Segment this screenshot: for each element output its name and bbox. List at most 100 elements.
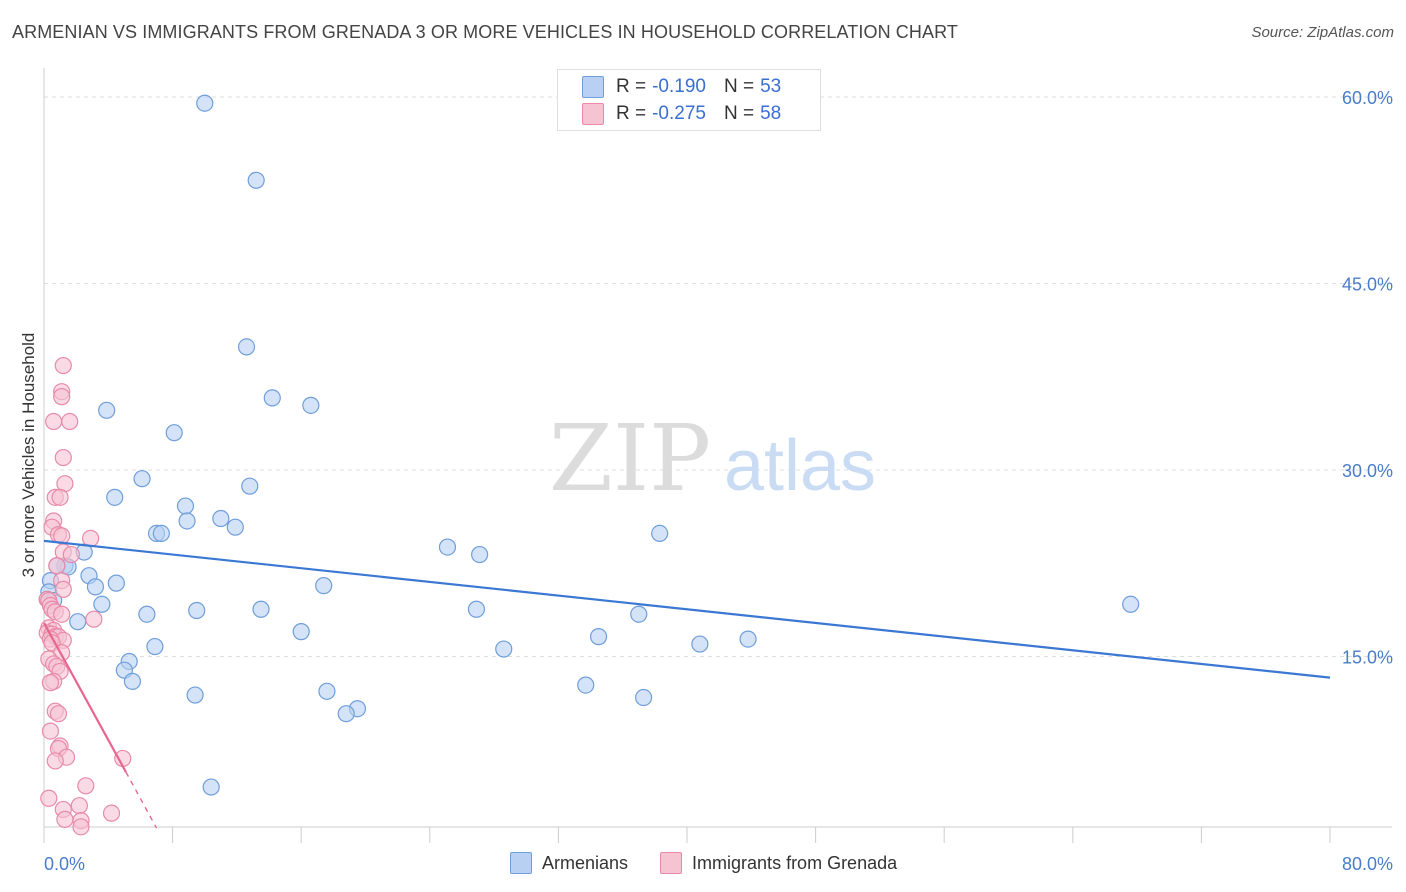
data-point bbox=[1122, 595, 1140, 613]
gridlines bbox=[44, 96, 1392, 657]
y-tick-label: 15.0% bbox=[1342, 648, 1393, 668]
data-point bbox=[302, 396, 320, 414]
data-point bbox=[85, 610, 103, 628]
data-point bbox=[56, 810, 74, 828]
x-tick-label: 0.0% bbox=[44, 854, 85, 874]
x-tick-label: 80.0% bbox=[1342, 854, 1393, 874]
data-point bbox=[133, 470, 151, 488]
data-point bbox=[102, 804, 121, 822]
data-point bbox=[54, 580, 72, 598]
y-tick-label: 45.0% bbox=[1342, 275, 1393, 295]
armenians-points bbox=[38, 94, 1140, 796]
legend-n-value: 58 bbox=[760, 103, 782, 124]
data-point bbox=[54, 448, 72, 467]
legend-r-value: -0.275 bbox=[652, 103, 706, 124]
data-point bbox=[138, 605, 156, 623]
data-point bbox=[467, 600, 486, 618]
legend-r-label: R = bbox=[616, 103, 647, 124]
data-point bbox=[106, 488, 124, 506]
grenada-points bbox=[38, 356, 132, 836]
data-point bbox=[62, 545, 80, 564]
data-point bbox=[196, 94, 214, 112]
grenada-trend-extension bbox=[125, 771, 158, 829]
data-point bbox=[691, 635, 709, 653]
legend-n-value: 53 bbox=[760, 76, 782, 97]
pink-swatch bbox=[660, 852, 683, 874]
data-point bbox=[70, 797, 88, 815]
source-label: Source: ZipAtlas.com bbox=[1251, 24, 1394, 41]
data-point bbox=[77, 777, 95, 795]
legend-n-label: N = bbox=[723, 103, 755, 124]
y-axis-title: 3 or more Vehicles in Household bbox=[19, 333, 38, 578]
data-point bbox=[72, 818, 90, 836]
armenians-trend-line bbox=[43, 539, 1331, 679]
data-point bbox=[152, 524, 170, 543]
data-point bbox=[51, 488, 69, 506]
grenada-trend-line bbox=[43, 622, 127, 773]
data-point bbox=[247, 171, 265, 189]
y-tick-label: 60.0% bbox=[1342, 88, 1393, 108]
data-point bbox=[630, 605, 648, 623]
data-point bbox=[212, 509, 230, 528]
data-point bbox=[651, 524, 669, 543]
data-point bbox=[49, 705, 68, 723]
data-point bbox=[46, 752, 64, 770]
y-tick-label: 30.0% bbox=[1342, 461, 1393, 481]
data-point bbox=[165, 424, 183, 442]
axes bbox=[43, 68, 1392, 843]
data-point bbox=[61, 412, 79, 431]
chart-title: ARMENIAN VS IMMIGRANTS FROM GRENADA 3 OR… bbox=[12, 22, 958, 42]
series-legend: Armenians Immigrants from Grenada bbox=[510, 852, 929, 874]
data-point bbox=[318, 682, 336, 700]
legend-label-armenians: Armenians bbox=[542, 852, 629, 873]
data-point bbox=[41, 674, 60, 692]
data-point bbox=[315, 577, 333, 595]
correlation-legend: R = -0.190 N = 53 R = -0.275 N = 58 bbox=[557, 69, 821, 131]
data-point bbox=[252, 600, 270, 618]
data-point bbox=[292, 623, 310, 641]
data-point bbox=[438, 538, 457, 556]
data-point bbox=[589, 628, 608, 646]
data-point bbox=[739, 630, 757, 648]
blue-swatch bbox=[582, 76, 604, 98]
data-point bbox=[237, 338, 256, 356]
data-point bbox=[178, 512, 196, 530]
data-point bbox=[93, 595, 111, 613]
data-point bbox=[69, 613, 87, 631]
data-point bbox=[188, 601, 206, 620]
legend-row-grenada: R = -0.275 N = 58 bbox=[582, 102, 781, 126]
legend-r-label: R = bbox=[616, 76, 647, 97]
axis-labels: 15.0% 30.0% 45.0% 60.0% 0.0% 80.0% bbox=[44, 88, 1393, 874]
legend-item-grenada: Immigrants from Grenada bbox=[660, 852, 897, 874]
watermark-atlas: atlas bbox=[724, 426, 876, 506]
data-point bbox=[471, 545, 489, 564]
data-point bbox=[202, 778, 220, 796]
data-point bbox=[86, 578, 105, 596]
data-point bbox=[54, 356, 72, 375]
data-point bbox=[226, 518, 244, 536]
data-point bbox=[263, 389, 281, 407]
data-point bbox=[146, 637, 164, 656]
pink-swatch bbox=[582, 103, 604, 125]
data-point bbox=[495, 640, 513, 658]
data-point bbox=[40, 789, 58, 807]
watermark: ZIP atlas bbox=[549, 405, 876, 512]
data-point bbox=[123, 672, 142, 690]
data-point bbox=[241, 477, 259, 495]
data-point bbox=[48, 557, 66, 575]
legend-n-label: N = bbox=[723, 76, 755, 97]
data-point bbox=[337, 705, 355, 723]
legend-r-value: -0.190 bbox=[652, 76, 706, 97]
data-point bbox=[107, 574, 125, 592]
data-point bbox=[82, 529, 100, 547]
data-point bbox=[53, 605, 71, 623]
data-point bbox=[45, 412, 63, 431]
data-point bbox=[577, 676, 595, 694]
data-point bbox=[53, 388, 71, 406]
trend-lines bbox=[43, 539, 1331, 829]
data-point bbox=[634, 688, 653, 707]
data-point bbox=[186, 686, 204, 704]
data-point bbox=[176, 497, 195, 515]
legend-item-armenians: Armenians bbox=[510, 852, 628, 874]
